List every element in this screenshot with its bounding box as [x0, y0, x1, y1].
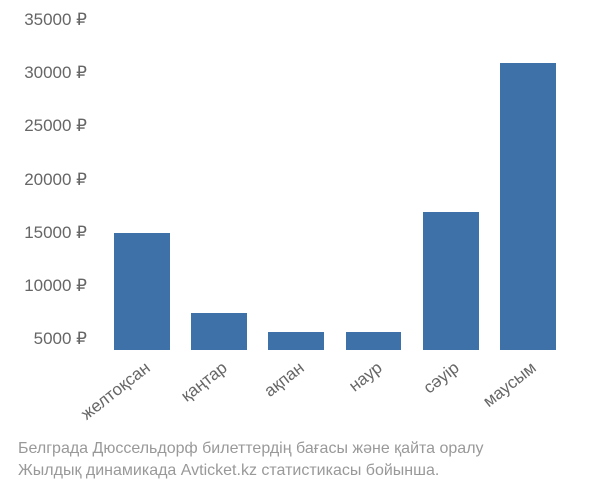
x-tick-label: желтоқсан — [77, 358, 154, 424]
y-tick-label: 20000 ₽ — [24, 170, 87, 190]
bar-slot — [180, 20, 257, 350]
caption-line-2: Жылдық динамикада Avticket.kz статистика… — [18, 460, 588, 482]
bar-chart: 5000 ₽ 10000 ₽ 15000 ₽ 20000 ₽ 25000 ₽ 30000 … — [0, 0, 600, 500]
bar-slot — [103, 20, 180, 350]
bar-slot — [258, 20, 335, 350]
bar-slot — [412, 20, 489, 350]
x-label-slot: маусым — [490, 350, 567, 430]
y-tick-label: 10000 ₽ — [24, 276, 87, 296]
x-label-slot: қаңтар — [180, 350, 257, 430]
x-label-slot: желтоқсан — [103, 350, 180, 430]
x-tick-label: наур — [345, 358, 386, 396]
bar — [500, 63, 556, 350]
bar-slot — [490, 20, 567, 350]
x-label-slot: сәуір — [412, 350, 489, 430]
x-label-slot: наур — [335, 350, 412, 430]
x-tick-label: маусым — [480, 358, 541, 412]
chart-caption: Белграда Дюссельдорф билеттердің бағасы … — [18, 438, 588, 481]
x-axis: желтоқсанқаңтар ақпан наур сәуір маусым — [95, 350, 575, 430]
bar — [114, 233, 170, 350]
bar-slot — [335, 20, 412, 350]
y-tick-label: 5000 ₽ — [34, 329, 87, 349]
bar — [191, 313, 247, 350]
x-tick-label: қаңтар — [177, 358, 231, 406]
bars-container — [95, 20, 575, 350]
x-label-slot: ақпан — [258, 350, 335, 430]
y-axis: 5000 ₽ 10000 ₽ 15000 ₽ 20000 ₽ 25000 ₽ 30000 … — [0, 20, 95, 350]
x-tick-label: ақпан — [261, 358, 309, 401]
x-tick-label: сәуір — [420, 358, 464, 398]
bar — [346, 332, 402, 350]
caption-line-1: Белграда Дюссельдорф билеттердің бағасы … — [18, 438, 588, 460]
y-tick-label: 15000 ₽ — [24, 223, 87, 243]
bar — [423, 212, 479, 350]
y-tick-label: 25000 ₽ — [24, 116, 87, 136]
x-labels: желтоқсанқаңтар ақпан наур сәуір маусым — [95, 350, 575, 430]
plot-area — [95, 20, 575, 350]
y-tick-label: 30000 ₽ — [24, 63, 87, 83]
bar — [268, 332, 324, 350]
y-tick-label: 35000 ₽ — [24, 10, 87, 30]
